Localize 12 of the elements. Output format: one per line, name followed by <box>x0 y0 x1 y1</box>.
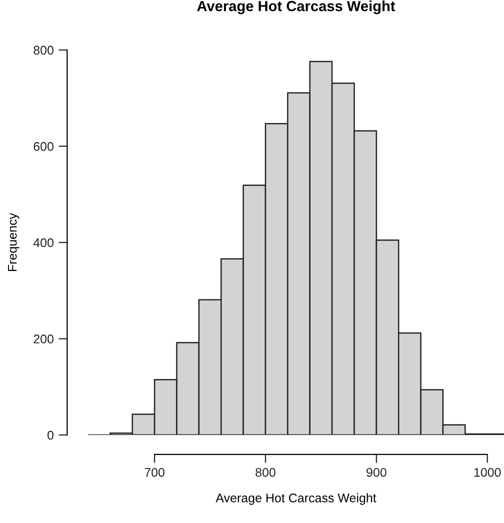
y-axis-title: Frequency <box>8 212 20 271</box>
y-tick-label: 600 <box>34 142 54 151</box>
y-tick-label: 800 <box>34 46 54 55</box>
x-tick-label: 800 <box>256 468 276 477</box>
x-axis-title: Average Hot Carcass Weight <box>216 493 376 505</box>
x-tick-label: 900 <box>366 468 386 477</box>
y-tick-label: 400 <box>33 238 54 248</box>
y-tick-label: 200 <box>34 334 54 344</box>
x-tick-label: 1000 <box>474 468 501 477</box>
chart-title: Average Hot Carcass Weight <box>197 0 396 14</box>
y-tick-label: 0 <box>48 430 54 440</box>
x-tick-label: 700 <box>144 468 164 477</box>
